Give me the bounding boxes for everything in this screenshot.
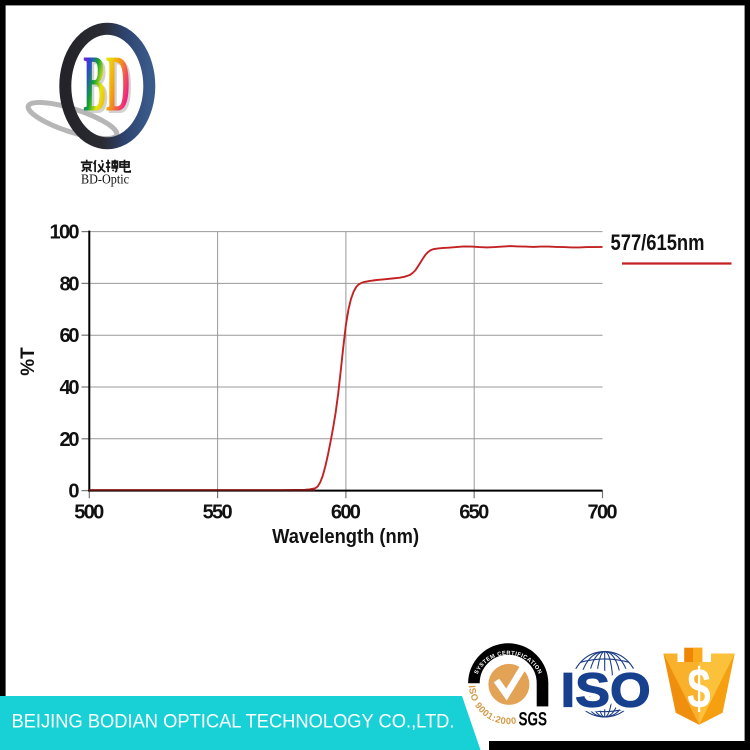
svg-text:BD-Optic: BD-Optic — [81, 173, 129, 188]
svg-text:20: 20 — [60, 429, 80, 451]
svg-text:$: $ — [687, 657, 711, 721]
svg-text:600: 600 — [331, 502, 361, 524]
svg-text:Wavelength (nm): Wavelength (nm) — [272, 526, 419, 548]
svg-text:BD: BD — [83, 41, 130, 129]
svg-text:BD: BD — [86, 43, 133, 131]
svg-text:BEIJING BODIAN OPTICAL TECHNOL: BEIJING BODIAN OPTICAL TECHNOLOGY CO.,LT… — [12, 711, 455, 732]
svg-text:60: 60 — [60, 325, 80, 347]
svg-text:500: 500 — [74, 502, 104, 524]
svg-text:ISO: ISO — [561, 664, 651, 717]
svg-text:%T: %T — [18, 347, 39, 376]
svg-text:100: 100 — [50, 222, 80, 244]
svg-text:577/615nm: 577/615nm — [611, 230, 705, 255]
svg-text:700: 700 — [588, 502, 618, 524]
svg-text:80: 80 — [60, 273, 80, 295]
svg-text:0: 0 — [68, 481, 79, 503]
svg-text:40: 40 — [60, 377, 80, 399]
svg-text:550: 550 — [203, 502, 233, 524]
svg-text:SGS: SGS — [519, 709, 548, 730]
svg-text:650: 650 — [459, 502, 489, 524]
